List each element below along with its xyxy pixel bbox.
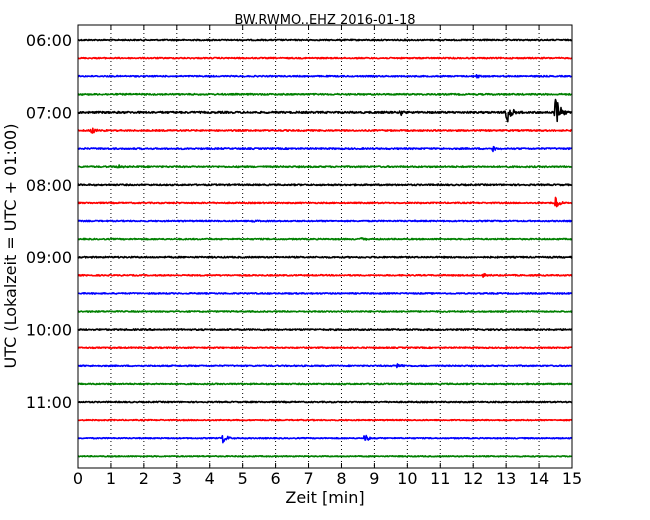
plot-frame — [77, 24, 573, 469]
y-tick-label: 07:00 — [26, 103, 72, 122]
x-tick-label: 2 — [139, 469, 149, 488]
x-tick-label: 13 — [496, 469, 516, 488]
trace-line — [77, 255, 573, 259]
trace-line — [77, 56, 573, 60]
y-tick-label: 10:00 — [26, 321, 72, 340]
trace-line — [77, 237, 573, 241]
y-axis-label: UTC (Lokalzeit = UTC + 01:00) — [1, 124, 20, 369]
x-tick-label: 8 — [336, 469, 346, 488]
trace-line — [77, 272, 573, 278]
x-tick-label: 0 — [73, 469, 83, 488]
x-tick-label: 9 — [369, 469, 379, 488]
trace-line — [77, 74, 573, 79]
trace-line — [77, 382, 573, 386]
x-tick-label: 4 — [205, 469, 215, 488]
trace-line — [77, 363, 573, 369]
x-tick-label: 15 — [562, 469, 582, 488]
trace-line — [77, 346, 573, 350]
x-tick-label: 10 — [397, 469, 417, 488]
x-tick-label: 3 — [172, 469, 182, 488]
x-axis-ticks: 0 1 2 3 4 5 6 7 8 9 10 11 12 13 14 15 — [73, 25, 582, 488]
trace-group — [77, 38, 573, 458]
trace-line — [77, 328, 573, 332]
chart-title: BW.RWMO..EHZ 2016-01-18 — [234, 13, 415, 28]
trace-line — [77, 400, 573, 404]
trace-line — [77, 455, 573, 458]
x-tick-label: 6 — [271, 469, 281, 488]
x-tick-label: 7 — [303, 469, 313, 488]
x-tick-label: 12 — [463, 469, 483, 488]
trace-line — [77, 310, 573, 313]
trace-line — [77, 164, 573, 169]
x-tick-label: 1 — [106, 469, 116, 488]
y-tick-label: 11:00 — [26, 393, 72, 412]
trace-line — [77, 434, 573, 444]
x-tick-label: 11 — [430, 469, 450, 488]
y-tick-label: 06:00 — [26, 31, 72, 50]
x-axis-label: Zeit [min] — [285, 488, 364, 507]
trace-line — [77, 127, 573, 134]
trace-line — [77, 418, 573, 422]
trace-line — [77, 292, 573, 295]
trace-line — [77, 98, 573, 123]
y-tick-label: 08:00 — [26, 176, 72, 195]
trace-line — [77, 38, 573, 42]
trace-line — [77, 183, 573, 187]
y-axis-ticks: 06:00 07:00 08:00 09:00 10:00 11:00 — [26, 31, 572, 412]
trace-line — [77, 92, 573, 96]
x-tick-label: 14 — [529, 469, 549, 488]
y-tick-label: 09:00 — [26, 248, 72, 267]
x-tick-label: 5 — [238, 469, 248, 488]
trace-line — [77, 145, 573, 153]
trace-line — [77, 219, 573, 223]
trace-line — [77, 196, 573, 208]
